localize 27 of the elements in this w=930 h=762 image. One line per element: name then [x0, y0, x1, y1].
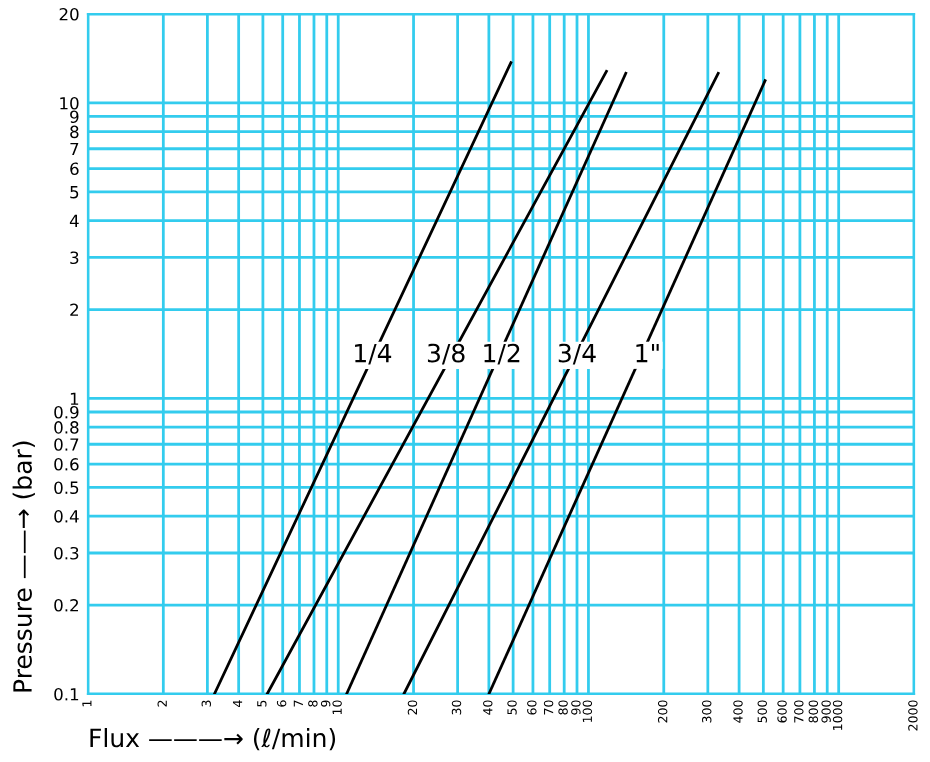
y-tick-label: 6	[70, 162, 79, 176]
y-tick-label: 0.1	[54, 687, 79, 701]
y-tick-label: 3	[70, 251, 79, 265]
y-tick-label: 20	[59, 7, 79, 21]
y-tick-label: 8	[70, 125, 79, 139]
y-tick-label: 2	[70, 303, 78, 316]
y-tick-label: 0.9	[54, 405, 79, 419]
y-tick-label: 0.6	[54, 458, 79, 471]
annotation: 3/4	[558, 343, 596, 365]
y-tick-label: 0.2	[54, 599, 78, 612]
y-tick-label: 0.8	[54, 421, 79, 434]
y-tick-label: 1	[70, 392, 79, 405]
annotation: 1"	[636, 343, 659, 363]
x-axis-title: Flux ———→ (ℓ/min)	[90, 728, 336, 751]
y-tick-label: 5	[70, 186, 79, 199]
y-tick-label: 4	[69, 214, 79, 227]
y-tick-label: 10	[60, 96, 79, 110]
annotation: 3/8	[427, 343, 465, 365]
annotation: 1/4	[355, 343, 392, 365]
y-tick-label: 9	[70, 110, 79, 124]
y-tick-label: 0.3	[54, 546, 79, 560]
y-tick-label: 0.5	[54, 481, 79, 495]
annotation: 1/2	[484, 343, 520, 365]
y-tick-label: 7	[70, 142, 79, 156]
y-tick-label: 0.7	[54, 438, 79, 451]
y-tick-label: 0.4	[54, 510, 79, 523]
y-axis-title: Pressure ——→ (bar)	[12, 441, 35, 692]
